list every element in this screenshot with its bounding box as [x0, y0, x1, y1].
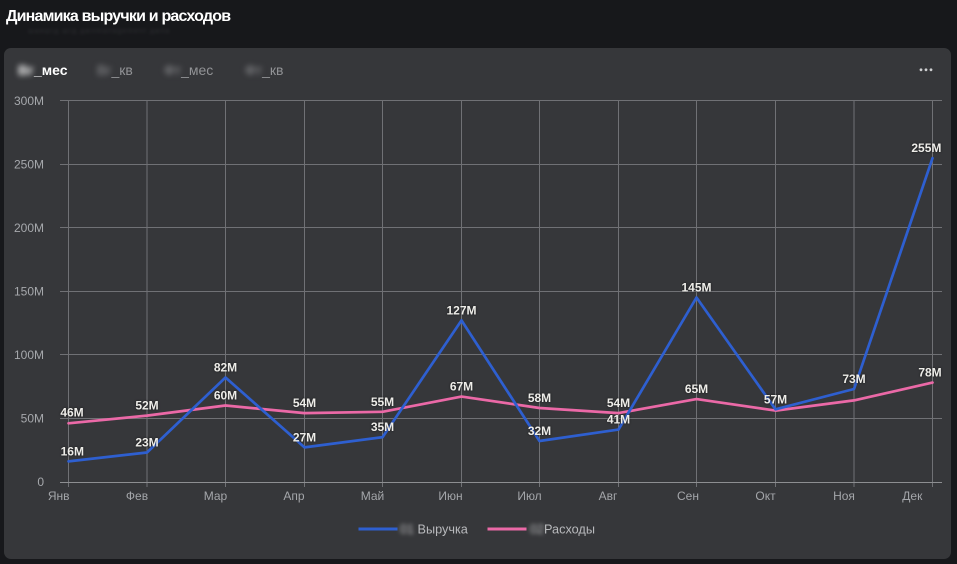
- svg-text:Мар: Мар: [204, 489, 228, 503]
- svg-text:27M: 27M: [293, 430, 316, 444]
- svg-text:Сен: Сен: [677, 489, 699, 503]
- svg-text:65M: 65M: [685, 382, 708, 396]
- svg-text:300M: 300M: [14, 94, 44, 108]
- svg-text:Выручка: Выручка: [418, 523, 469, 537]
- svg-text:100M: 100M: [14, 348, 44, 362]
- svg-text:50M: 50M: [21, 412, 44, 426]
- svg-text:01: 01: [400, 523, 414, 537]
- svg-text:Ноя: Ноя: [833, 489, 855, 503]
- svg-text:Янв: Янв: [48, 489, 70, 503]
- svg-text:02: 02: [530, 523, 544, 537]
- svg-text:78M: 78M: [918, 366, 941, 380]
- svg-text:127M: 127M: [446, 303, 476, 317]
- svg-text:Май: Май: [361, 489, 385, 503]
- svg-text:54M: 54M: [607, 396, 630, 410]
- svg-text:54M: 54M: [293, 396, 316, 410]
- svg-text:46M: 46M: [60, 405, 83, 419]
- svg-text:32M: 32M: [528, 424, 551, 438]
- svg-text:Июн: Июн: [438, 489, 462, 503]
- svg-text:Июл: Июл: [517, 489, 541, 503]
- svg-text:150M: 150M: [14, 285, 44, 299]
- svg-text:52M: 52M: [135, 399, 158, 413]
- svg-text:23M: 23M: [135, 436, 158, 450]
- svg-text:60M: 60M: [214, 389, 237, 403]
- svg-text:255M: 255M: [911, 141, 941, 155]
- svg-text:Дек: Дек: [902, 489, 923, 503]
- svg-text:250M: 250M: [14, 158, 44, 172]
- svg-text:58M: 58M: [528, 391, 551, 405]
- svg-text:73M: 73M: [842, 372, 865, 386]
- svg-text:Фев: Фев: [126, 489, 148, 503]
- svg-text:82M: 82M: [214, 361, 237, 375]
- svg-text:Авг: Авг: [599, 489, 618, 503]
- svg-text:Апр: Апр: [283, 489, 305, 503]
- svg-text:55M: 55M: [371, 395, 394, 409]
- svg-text:145M: 145M: [681, 281, 711, 295]
- svg-text:Расходы: Расходы: [544, 523, 595, 537]
- svg-text:200M: 200M: [14, 221, 44, 235]
- svg-text:41M: 41M: [607, 413, 630, 427]
- svg-text:67M: 67M: [450, 380, 473, 394]
- svg-text:35M: 35M: [371, 420, 394, 434]
- svg-text:Окт: Окт: [755, 489, 776, 503]
- svg-text:16M: 16M: [61, 444, 84, 458]
- svg-text:57M: 57M: [764, 392, 787, 406]
- svg-text:0: 0: [37, 475, 44, 489]
